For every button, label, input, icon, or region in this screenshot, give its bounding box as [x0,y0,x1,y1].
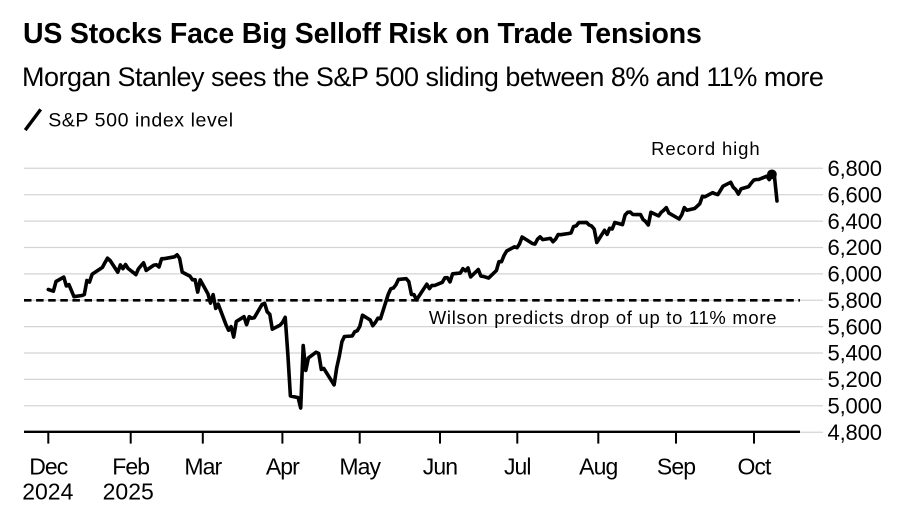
svg-text:6,200: 6,200 [828,235,882,260]
svg-text:Jul: Jul [504,453,531,479]
svg-text:2024: 2024 [22,479,73,505]
svg-text:5,000: 5,000 [828,394,882,419]
svg-text:5,400: 5,400 [828,341,882,366]
svg-text:6,600: 6,600 [828,182,882,207]
svg-text:6,400: 6,400 [828,209,882,234]
svg-text:Feb: Feb [112,453,149,479]
svg-text:Mar: Mar [184,453,222,479]
svg-text:Wilson predicts drop of up to: Wilson predicts drop of up to 11% more [429,307,777,328]
svg-text:Jun: Jun [423,453,457,479]
svg-text:Record high: Record high [651,138,760,159]
svg-text:Sep: Sep [657,453,695,479]
svg-text:Apr: Apr [266,453,300,479]
svg-text:2025: 2025 [103,479,154,505]
svg-text:6,800: 6,800 [828,156,882,181]
svg-text:S&P 500 index level: S&P 500 index level [48,110,233,132]
svg-text:Aug: Aug [579,453,617,479]
svg-text:Oct: Oct [737,453,772,479]
svg-text:6,000: 6,000 [828,262,882,287]
svg-text:May: May [339,453,381,479]
svg-text:5,200: 5,200 [828,367,882,392]
svg-text:5,600: 5,600 [828,314,882,339]
svg-text:Dec: Dec [29,453,68,479]
svg-text:4,800: 4,800 [828,420,882,445]
svg-text:5,800: 5,800 [828,288,882,313]
